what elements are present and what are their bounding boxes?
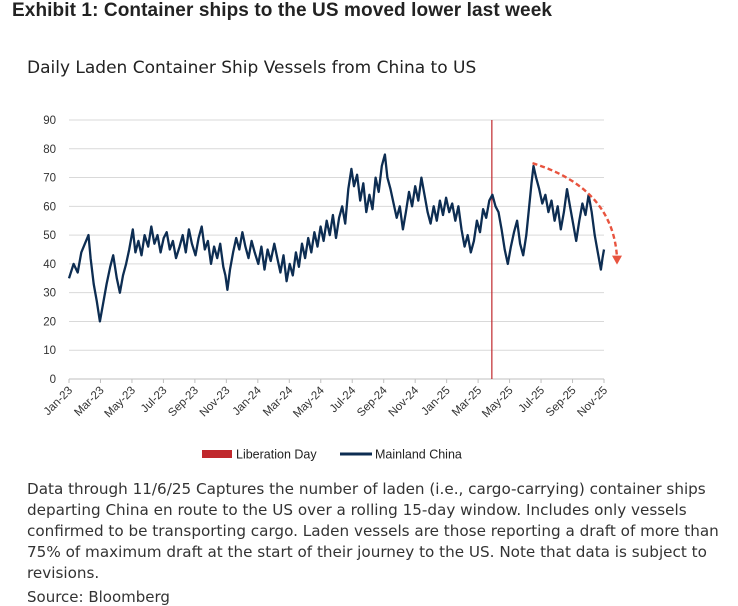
y-tick-label: 20 [43, 316, 56, 328]
exhibit-title: Exhibit 1: Container ships to the US mov… [12, 0, 553, 21]
legend-swatch-liberation-day [202, 450, 232, 458]
legend: Liberation Day Mainland China [202, 448, 462, 462]
y-axis-ticks: 0 10 20 30 40 50 60 70 80 90 [43, 115, 56, 386]
x-tick-label: Sep-24 [355, 384, 390, 419]
x-tick-label: Mar-25 [450, 385, 484, 419]
x-tick-label: Sep-25 [544, 385, 579, 420]
y-tick-label: 0 [50, 374, 56, 386]
source-note: Source: Bloomberg [27, 588, 170, 606]
chart-caption: Data through 11/6/25 Captures the number… [27, 480, 719, 582]
x-tick-label: Nov-24 [387, 384, 422, 419]
y-tick-label: 30 [43, 288, 56, 300]
chart-title: Daily Laden Container Ship Vessels from … [27, 58, 477, 78]
y-tick-label: 80 [43, 144, 56, 156]
legend-label-mainland-china: Mainland China [375, 448, 462, 462]
trend-arrow-head [612, 255, 622, 265]
x-tick-label: Nov-23 [198, 385, 233, 420]
x-tick-label: Mar-24 [261, 384, 296, 419]
x-tick-label: Jan-24 [231, 384, 265, 418]
x-tick-label: May-25 [480, 385, 516, 421]
x-tick-label: Nov-25 [575, 385, 610, 420]
x-tick-label: Sep-23 [166, 385, 201, 420]
trend-arrow-line [532, 162, 619, 258]
series-line-mainland-china [67, 153, 606, 323]
x-tick-label: Jul-25 [517, 385, 548, 416]
x-tick-label: Jan-25 [419, 385, 452, 418]
x-tick-label: Mar-23 [72, 385, 106, 419]
x-tick-label: May-24 [291, 384, 327, 420]
x-tick-label: May-23 [102, 385, 138, 421]
y-tick-label: 70 [43, 173, 56, 185]
gridlines [69, 119, 604, 380]
trend-arrow-layer [532, 162, 622, 265]
y-tick-label: 40 [43, 259, 56, 271]
series-layer [67, 153, 606, 323]
y-tick-label: 90 [43, 115, 56, 127]
legend-label-liberation-day: Liberation Day [236, 448, 317, 462]
y-tick-label: 60 [43, 201, 56, 213]
y-tick-label: 10 [43, 345, 56, 357]
x-tick-label: Jan-23 [42, 385, 75, 418]
y-tick-label: 50 [43, 230, 56, 242]
x-tick-label: Jul-23 [139, 385, 170, 416]
